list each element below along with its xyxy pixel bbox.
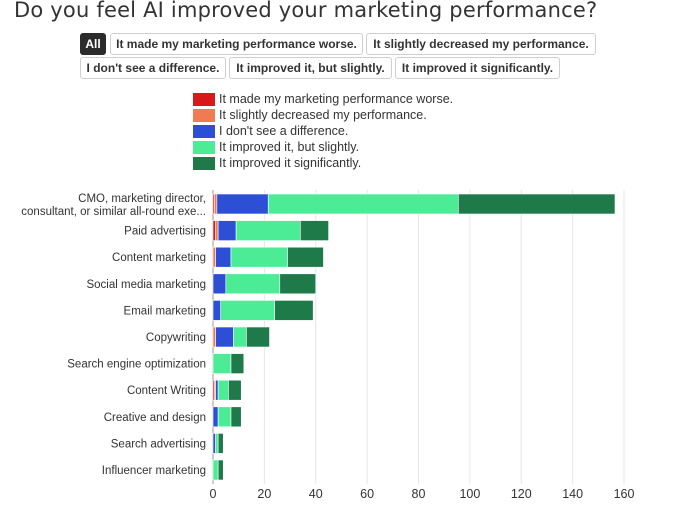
- bar-segment-improved-slightly: [212, 353, 232, 374]
- bar-segment-improved-significantly: [228, 379, 242, 401]
- bar-segment-improved-significantly: [230, 353, 245, 374]
- bar-segment-worse: [212, 220, 216, 241]
- bar-segment-improved-significantly: [230, 406, 242, 428]
- legend-swatch-slightly-decreased: [193, 108, 215, 122]
- legend-label: It slightly decreased my performance.: [219, 108, 427, 122]
- filter-no-difference-button[interactable]: I don't see a difference.: [80, 57, 226, 79]
- x-tick-label: 60: [360, 487, 374, 501]
- legend-item-slightly-decreased[interactable]: It slightly decreased my performance.: [193, 107, 453, 123]
- bar-segment-improved-significantly: [458, 193, 616, 215]
- legend-label: It made my marketing performance worse.: [219, 92, 454, 106]
- chart-legend: It made my marketing performance worse. …: [193, 91, 453, 171]
- bar-segment-improved-slightly: [235, 220, 301, 241]
- category-label: CMO, marketing director, consultant, or s…: [21, 193, 206, 218]
- legend-item-worse[interactable]: It made my marketing performance worse.: [193, 91, 453, 107]
- category-label: Search advertising: [111, 438, 206, 450]
- bar-segment-no-difference: [212, 300, 222, 321]
- bar-segment-no-difference: [215, 326, 234, 348]
- category-label: Content marketing: [112, 252, 206, 264]
- bar-segment-improved-significantly: [287, 246, 324, 268]
- bar-segment-no-difference: [215, 379, 219, 401]
- bar-segment-improved-significantly: [279, 273, 317, 295]
- bar-segment-no-difference: [212, 433, 216, 454]
- bar-row: Creative and design: [104, 406, 242, 428]
- bar-segment-no-difference: [212, 406, 219, 428]
- bar-segment-improved-slightly: [225, 273, 281, 295]
- legend-swatch-improved-significantly: [193, 156, 215, 170]
- bar-row: Influencer marketing: [102, 459, 224, 481]
- filter-slightly-decreased-button[interactable]: It slightly decreased my performance.: [366, 33, 596, 55]
- category-label: Creative and design: [104, 412, 206, 424]
- filter-all-button[interactable]: All: [80, 33, 106, 55]
- bar-segment-slightly-decreased: [212, 246, 216, 268]
- category-label: Influencer marketing: [102, 465, 206, 477]
- legend-label: It improved it significantly.: [219, 156, 362, 170]
- bar-segment-improved-significantly: [217, 433, 224, 454]
- filter-improved-slightly-button[interactable]: It improved it, but slightly.: [229, 57, 392, 79]
- legend-item-improved-slightly[interactable]: It improved it, but slightly.: [193, 139, 453, 155]
- bar-segment-no-difference: [215, 246, 232, 268]
- bar-segment-improved-significantly: [217, 459, 224, 481]
- bar-segment-slightly-decreased: [213, 193, 218, 215]
- filter-improved-significantly-button[interactable]: It improved it significantly.: [395, 57, 560, 79]
- bar-segment-improved-slightly: [217, 379, 229, 401]
- bar-segment-improved-slightly: [217, 406, 232, 428]
- bar-segment-improved-significantly: [246, 326, 270, 348]
- legend-label: It improved it, but slightly.: [219, 140, 360, 154]
- x-tick-label: 120: [511, 487, 532, 501]
- x-tick-label: 40: [309, 487, 323, 501]
- bar-row: Content marketing: [112, 246, 324, 268]
- x-tick-label: 0: [210, 487, 217, 501]
- bar-segment-no-difference: [216, 193, 269, 215]
- bar-segment-improved-slightly: [215, 433, 219, 454]
- legend-label: I don't see a difference.: [219, 124, 349, 138]
- bar-segment-no-difference: [212, 273, 227, 295]
- legend-swatch-improved-slightly: [193, 140, 215, 154]
- x-tick-label: 20: [257, 487, 271, 501]
- x-tick-label: 160: [614, 487, 635, 501]
- filter-worse-button[interactable]: It made my marketing performance worse.: [110, 33, 363, 55]
- bar-row: Social media marketing: [86, 273, 317, 295]
- bar-segment-improved-slightly: [220, 300, 275, 321]
- bar-segment-improved-significantly: [274, 300, 314, 321]
- x-tick-label: 80: [412, 487, 426, 501]
- bar-segment-improved-slightly: [230, 246, 288, 268]
- bar-segment-improved-slightly: [267, 193, 459, 215]
- x-tick-label: 100: [459, 487, 480, 501]
- category-label: Content Writing: [127, 385, 206, 397]
- x-tick-label: 140: [562, 487, 583, 501]
- category-label: Search engine optimization: [67, 359, 206, 371]
- bar-segment-slightly-decreased: [212, 326, 216, 348]
- bar-segment-improved-slightly: [212, 459, 219, 481]
- bar-segment-improved-significantly: [300, 220, 329, 241]
- bar-row: Copywriting: [146, 326, 270, 348]
- legend-item-no-difference[interactable]: I don't see a difference.: [193, 123, 453, 139]
- category-label: Social media marketing: [86, 279, 206, 291]
- category-label: Copywriting: [146, 332, 206, 344]
- category-label: Email marketing: [124, 305, 206, 317]
- bar-row: Search engine optimization: [67, 353, 245, 374]
- bar-segment-improved-slightly: [233, 326, 247, 348]
- legend-item-improved-significantly[interactable]: It improved it significantly.: [193, 155, 453, 171]
- bar-row: Email marketing: [124, 300, 314, 321]
- bar-row: Content Writing: [127, 379, 242, 401]
- legend-swatch-worse: [193, 92, 215, 106]
- bar-row: Paid advertising: [124, 220, 329, 241]
- bar-segment-slightly-decreased: [215, 220, 219, 241]
- bar-segment-no-difference: [217, 220, 237, 241]
- bar-row: Search advertising: [111, 433, 224, 454]
- legend-swatch-no-difference: [193, 124, 215, 138]
- page-title: Do you feel AI improved your marketing p…: [14, 0, 598, 22]
- bar-row: CMO, marketing director, consultant, or s…: [21, 193, 616, 218]
- category-label: Paid advertising: [124, 226, 206, 238]
